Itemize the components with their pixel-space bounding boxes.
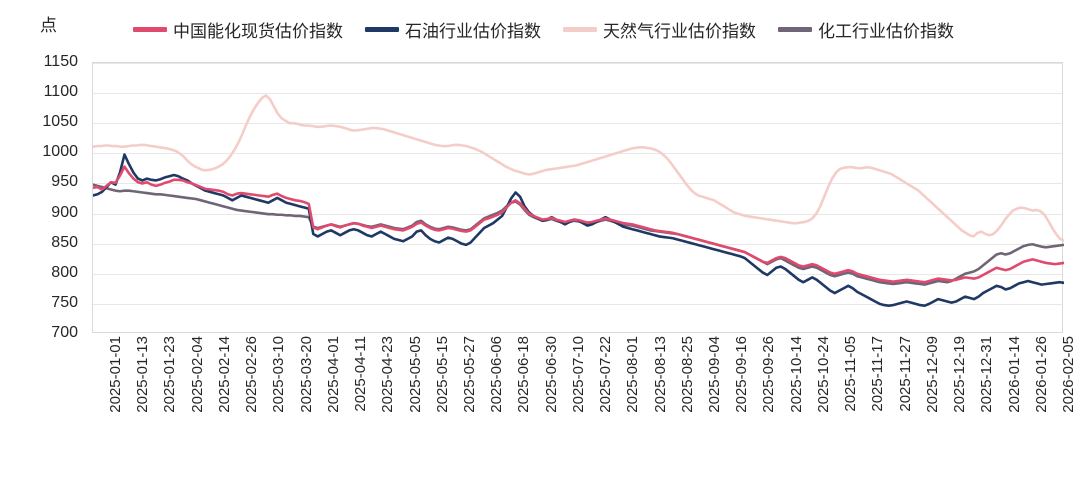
x-axis-tick-label: 2025-09-26 xyxy=(760,336,778,413)
gridlines xyxy=(93,63,1062,332)
gridline xyxy=(93,213,1062,215)
x-axis-tick-label: 2025-11-27 xyxy=(896,336,914,412)
legend-item-composite[interactable]: 中国能化现货估价指数 xyxy=(133,17,343,42)
x-axis-tick-label: 2025-10-24 xyxy=(814,336,832,413)
x-axis-tick-label: 2025-07-10 xyxy=(569,336,587,413)
x-axis-tick-label: 2025-08-13 xyxy=(651,336,669,413)
x-axis-tick-label: 2025-08-25 xyxy=(678,336,696,413)
x-axis-tick-label: 2025-01-23 xyxy=(161,336,179,413)
y-axis-tick-label: 1100 xyxy=(43,83,78,101)
legend-item-gas[interactable]: 天然气行业估价指数 xyxy=(563,17,756,42)
x-axis-tick-label: 2026-02-05 xyxy=(1060,336,1077,413)
series-line-gas xyxy=(93,94,1064,242)
series-line-chem xyxy=(93,183,1064,286)
x-axis-tick-label: 2025-06-06 xyxy=(488,336,506,413)
x-axis-tick-label: 2025-04-01 xyxy=(324,336,342,413)
legend-label-chem: 化工行业估价指数 xyxy=(818,21,954,41)
x-axis-tick-label: 2025-12-09 xyxy=(923,336,941,413)
x-axis-tick-label: 2025-01-01 xyxy=(107,336,124,413)
y-axis-tick-label: 1150 xyxy=(43,53,78,70)
x-axis-tick-label: 2025-04-11 xyxy=(352,336,370,412)
x-axis-tick-label: 2025-07-22 xyxy=(597,336,615,413)
gridline xyxy=(93,93,1062,95)
y-axis-tick-label: 950 xyxy=(51,173,78,191)
series-line-composite xyxy=(93,165,1064,284)
x-axis-tick-label: 2025-03-10 xyxy=(270,336,288,413)
legend-swatch-oil xyxy=(365,26,399,32)
gridline xyxy=(93,183,1062,185)
legend-label-oil: 石油行业估价指数 xyxy=(405,21,541,41)
x-axis-tick-label: 2025-01-13 xyxy=(134,336,152,413)
y-axis-tick-label: 750 xyxy=(51,293,78,311)
legend-swatch-composite xyxy=(133,26,167,32)
x-axis: 2025-01-01 2025-01-13 2025-01-23 2025-02-04… xyxy=(92,336,1077,486)
x-axis-tick-label: 2025-08-01 xyxy=(624,336,642,413)
x-axis-tick-label: 2026-01-14 xyxy=(1005,336,1023,413)
x-axis-tick-label: 2025-12-19 xyxy=(951,336,969,413)
legend-item-oil[interactable]: 石油行业估价指数 xyxy=(365,17,541,42)
x-axis-tick-label: 2025-12-31 xyxy=(978,336,996,413)
y-axis: 700 750 800 850 900 950 1000 1050 1100 1150 xyxy=(0,53,86,341)
x-axis-tick-label: 2025-11-05 xyxy=(842,336,860,412)
x-axis-tick-label: 2025-06-18 xyxy=(515,336,533,413)
legend-label-composite: 中国能化现货估价指数 xyxy=(173,21,343,41)
x-axis-tick-label: 2025-02-14 xyxy=(215,336,233,413)
x-axis-tick-label: 2025-02-26 xyxy=(243,336,261,413)
y-axis-tick-label: 850 xyxy=(51,233,78,251)
x-axis-tick-label: 2025-10-14 xyxy=(787,336,805,413)
y-axis-tick-label: 800 xyxy=(51,263,78,281)
x-axis-tick-label: 2025-03-20 xyxy=(297,336,315,413)
x-axis-tick-label: 2025-05-05 xyxy=(406,336,424,413)
y-axis-tick-label: 900 xyxy=(51,203,78,221)
series-container xyxy=(93,94,1064,307)
y-axis-tick-label: 1000 xyxy=(42,143,78,161)
gridline xyxy=(93,303,1062,305)
plot-area xyxy=(92,62,1064,333)
x-axis-tick-label: 2025-09-04 xyxy=(706,336,724,413)
y-axis-unit-label: 点 xyxy=(40,16,57,35)
x-axis-tick-label: 2025-06-30 xyxy=(542,336,560,413)
x-axis-tick-label: 2025-04-23 xyxy=(379,336,397,413)
y-axis-tick-label: 1050 xyxy=(42,113,78,131)
legend-item-chem[interactable]: 化工行业估价指数 xyxy=(778,17,954,42)
y-axis-tick-label: 700 xyxy=(51,324,78,341)
legend-swatch-gas xyxy=(563,26,597,32)
x-axis-tick-label: 2025-11-17 xyxy=(869,336,887,412)
legend-label-gas: 天然气行业估价指数 xyxy=(603,21,756,41)
gridline xyxy=(93,63,1062,64)
gridline xyxy=(93,153,1062,155)
gridline xyxy=(93,243,1062,245)
x-axis-tick-label: 2025-05-27 xyxy=(460,336,478,413)
gridline xyxy=(93,273,1062,275)
x-axis-tick-label: 2026-01-26 xyxy=(1032,336,1050,413)
gridline xyxy=(93,123,1062,125)
x-axis-tick-label: 2025-05-15 xyxy=(433,336,451,413)
chart-legend: 中国能化现货估价指数 石油行业估价指数 天然气行业估价指数 化工行业估价指数 xyxy=(0,14,1087,44)
x-axis-tick-label: 2025-09-16 xyxy=(733,336,751,413)
x-axis-tick-label: 2025-02-04 xyxy=(188,336,206,413)
legend-swatch-chem xyxy=(778,26,812,32)
